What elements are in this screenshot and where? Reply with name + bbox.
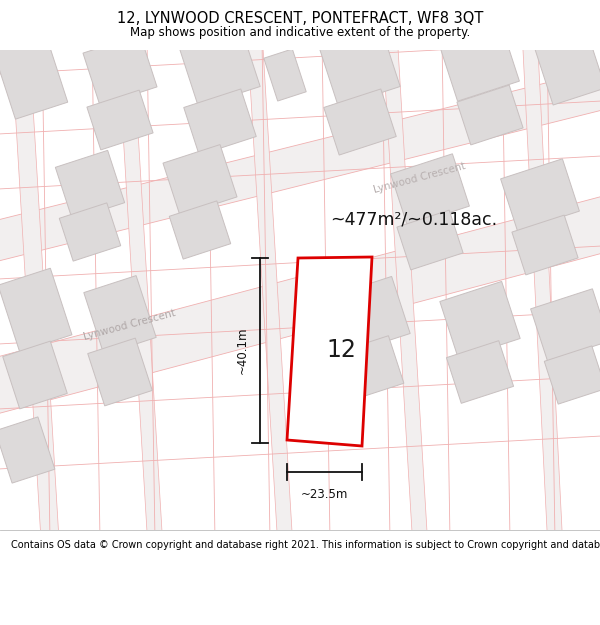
Text: ~40.1m: ~40.1m [235,327,248,374]
Polygon shape [59,203,121,261]
Text: Contains OS data © Crown copyright and database right 2021. This information is : Contains OS data © Crown copyright and d… [11,539,600,549]
Polygon shape [180,29,260,107]
Polygon shape [440,281,520,359]
Polygon shape [523,39,562,541]
Polygon shape [446,341,514,403]
Polygon shape [0,417,55,483]
Polygon shape [169,201,231,259]
Polygon shape [440,29,520,101]
Polygon shape [320,29,400,107]
Polygon shape [500,159,580,231]
Polygon shape [83,34,157,106]
Polygon shape [287,257,372,446]
Polygon shape [391,154,469,226]
Polygon shape [163,144,237,216]
Text: Map shows position and indicative extent of the property.: Map shows position and indicative extent… [130,26,470,39]
Polygon shape [383,39,427,541]
Text: 12: 12 [327,338,356,362]
Polygon shape [324,89,396,155]
Polygon shape [336,336,404,400]
Text: Lynwood Crescent: Lynwood Crescent [83,308,177,342]
Polygon shape [11,39,59,541]
Polygon shape [0,31,68,119]
Polygon shape [330,276,410,354]
Polygon shape [55,151,125,219]
Polygon shape [3,341,67,409]
Text: ~477m²/~0.118ac.: ~477m²/~0.118ac. [330,211,497,229]
Polygon shape [544,346,600,404]
Polygon shape [0,66,600,264]
Polygon shape [84,276,156,354]
Polygon shape [118,39,163,541]
Polygon shape [530,289,600,361]
Polygon shape [184,89,256,155]
Polygon shape [0,268,72,352]
Polygon shape [457,85,523,145]
Polygon shape [248,39,292,541]
Polygon shape [0,193,600,417]
Polygon shape [512,215,578,275]
Text: ~23.5m: ~23.5m [301,488,348,501]
Polygon shape [88,338,152,406]
Text: 12, LYNWOOD CRESCENT, PONTEFRACT, WF8 3QT: 12, LYNWOOD CRESCENT, PONTEFRACT, WF8 3Q… [117,11,483,26]
Polygon shape [397,210,463,270]
Text: Lynwood Crescent: Lynwood Crescent [373,161,467,195]
Polygon shape [535,31,600,105]
Polygon shape [264,49,306,101]
Polygon shape [87,90,153,150]
